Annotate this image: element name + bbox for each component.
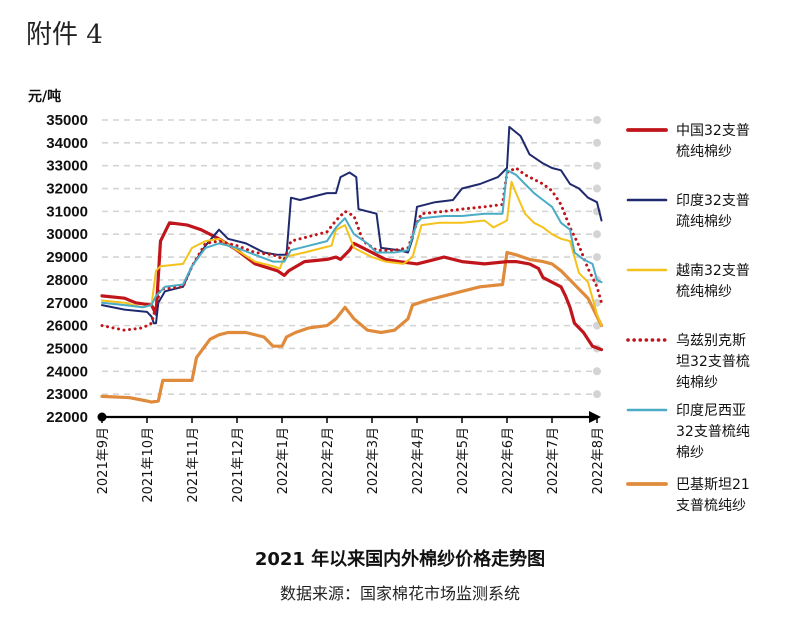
legend-label: 梳纯棉纱 [676,143,732,160]
y-tick-label: 32000 [46,181,88,198]
legend-label: 疏纯棉纱 [676,213,732,230]
y-tick-label: 31000 [46,203,88,220]
y-tick-label: 28000 [46,272,88,289]
series-line [100,221,604,352]
chart-source: 数据来源：国家棉花市场监测系统 [279,584,520,603]
x-tick-label: 2021年11月 [186,427,201,503]
grid-end-dot [593,138,601,147]
series-line [100,166,603,332]
grid-end-dot [593,390,601,399]
x-axis: 2021年9月 2021年10月 2021年11月 2021年12月 2022年1月 20… [96,411,606,503]
x-tick-label: 2022年3月 [366,427,381,494]
y-tick-label: 26000 [46,318,88,335]
y-tick-label: 25000 [46,340,88,357]
legend-label: 坦32支普梳 [676,354,750,370]
x-tick-label: 2022年2月 [321,427,336,494]
series-line [101,125,603,325]
grid-end-dot [593,184,601,193]
y-tick-label: 24000 [46,363,88,380]
legend-label: 梳纯棉纱 [676,283,732,300]
x-tick-label: 2022年5月 [456,427,471,494]
y-tick-label: 29000 [46,249,88,266]
legend-label: 支普梳纯纱 [676,498,746,514]
x-axis-arrow [589,411,601,423]
grid-end-dot [593,161,601,170]
legend-label: 棉纱 [676,444,704,461]
legend-label: 中国32支普 [676,123,750,139]
legend: 中国32支普梳纯棉纱印度32支普疏纯棉纱越南32支普梳纯棉纱乌兹别克斯坦32支普… [626,123,750,514]
y-tick-label: 23000 [46,386,88,403]
x-tick-label: 2022年8月 [591,427,606,494]
y-axis: 22000 23000 24000 25000 26000 27000 28000 29000… [46,112,88,426]
attachment-label: 附件 4 [26,20,103,50]
y-axis-unit: 元/吨 [28,88,61,105]
series-lines [100,125,604,404]
series-line [101,180,603,327]
x-tick-label: 2022年1月 [276,427,291,494]
x-tick-label: 2022年6月 [501,427,516,494]
x-tick-label: 2021年12月 [231,427,246,503]
series-line [101,169,603,309]
y-tick-label: 22000 [46,409,88,426]
legend-label: 印度尼西亚 [676,403,746,419]
x-tick-label: 2022年4月 [411,427,426,494]
series-line [100,250,604,404]
legend-label: 巴基斯坦21 [676,476,750,493]
grid-end-dot [593,367,601,376]
legend-label: 乌兹别克斯 [676,333,746,349]
legend-label: 纯棉纱 [676,374,718,391]
y-tick-label: 33000 [46,158,88,175]
x-tick-label: 2021年9月 [96,427,111,494]
y-tick-label: 30000 [46,226,88,243]
grid-end-dot [593,116,601,124]
y-tick-label: 27000 [46,295,88,312]
x-tick-label: 2021年10月 [141,427,156,503]
legend-label: 印度32支普 [676,193,750,209]
grid-end-dot [593,253,601,262]
chart-title: 2021 年以来国内外棉纱价格走势图 [254,549,546,570]
legend-label: 越南32支普 [676,263,750,279]
legend-label: 32支普梳纯 [676,424,750,440]
y-tick-label: 35000 [46,112,88,129]
x-tick-label: 2022年7月 [546,427,561,494]
y-tick-label: 34000 [46,135,88,152]
grid-end-dot [593,230,601,239]
